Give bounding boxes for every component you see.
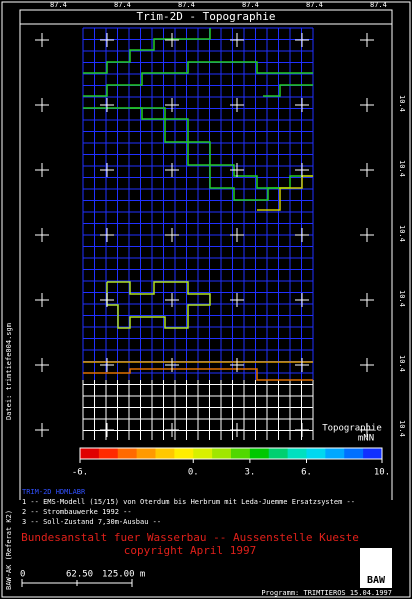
title: Trim-2D - Topographie xyxy=(136,10,275,23)
quantity-label: Topographie xyxy=(322,424,382,434)
colorbar-tick-label: 0. xyxy=(188,468,199,478)
unit-label: mNN xyxy=(358,434,374,444)
color-swatch xyxy=(80,448,100,459)
top-label: 87.4 xyxy=(242,1,259,9)
right-label: 10.4 xyxy=(398,160,406,177)
color-swatch xyxy=(231,448,251,459)
legend-line: 1 -- EMS-Modell (15/15) von Oterdum bis … xyxy=(22,498,355,506)
legend-line: 3 -- Soll-Zustand 7,30m-Ausbau -- xyxy=(22,518,161,526)
contours xyxy=(83,28,313,381)
right-label: 10.4 xyxy=(398,420,406,437)
logo: BAW xyxy=(367,575,386,586)
title-box xyxy=(19,9,393,25)
colorbar-tick-label: 3. xyxy=(244,468,255,478)
color-swatch xyxy=(155,448,175,459)
side-label: BAW-AK (Referat K2) xyxy=(5,510,13,590)
legend-title: TRIM-2D HDMLABR xyxy=(22,488,86,496)
right-label: 10.4 xyxy=(398,95,406,112)
color-swatch xyxy=(287,448,307,459)
color-swatch xyxy=(249,448,270,459)
color-swatch xyxy=(117,448,138,459)
top-label: 87.4 xyxy=(178,1,195,9)
right-label: 10.4 xyxy=(398,355,406,372)
color-swatch xyxy=(268,448,289,459)
color-swatch xyxy=(193,448,213,459)
color-swatch xyxy=(306,448,326,459)
colorbar-tick-label: 10. xyxy=(374,468,390,478)
side-label: Datei: trimtiefe004.sgm xyxy=(5,323,13,420)
scale-label: 62.50 xyxy=(66,570,93,580)
copyright: copyright April 1997 xyxy=(124,544,256,557)
colorbar-tick-label: 6. xyxy=(301,468,312,478)
scale-bar xyxy=(21,579,133,587)
colorbar-frame xyxy=(79,447,383,460)
program: Programm: TRIMTIEROS 15.04.1997 xyxy=(261,589,392,597)
color-swatch xyxy=(174,448,194,459)
crosses xyxy=(35,33,374,437)
top-label: 87.4 xyxy=(306,1,323,9)
color-swatch xyxy=(363,448,383,459)
top-label: 87.4 xyxy=(50,1,67,9)
color-swatch xyxy=(212,448,232,459)
scale-label: 0 xyxy=(20,570,25,580)
top-label: 87.4 xyxy=(114,1,131,9)
institution: Bundesanstalt fuer Wasserbau -- Aussenst… xyxy=(21,531,359,544)
mesh xyxy=(82,27,314,440)
colorbar-tick-label: -6. xyxy=(72,468,88,478)
legend-line: 2 -- Strombauwerke 1992 -- xyxy=(22,508,132,516)
color-swatch xyxy=(136,448,156,459)
right-label: 10.4 xyxy=(398,225,406,242)
color-swatch xyxy=(344,448,364,459)
top-label: 87.4 xyxy=(370,1,387,9)
color-swatch xyxy=(98,448,119,459)
right-label: 10.4 xyxy=(398,290,406,307)
logo-box xyxy=(360,548,392,588)
color-swatch xyxy=(325,448,345,459)
scale-label: 125.00 m xyxy=(102,570,145,580)
